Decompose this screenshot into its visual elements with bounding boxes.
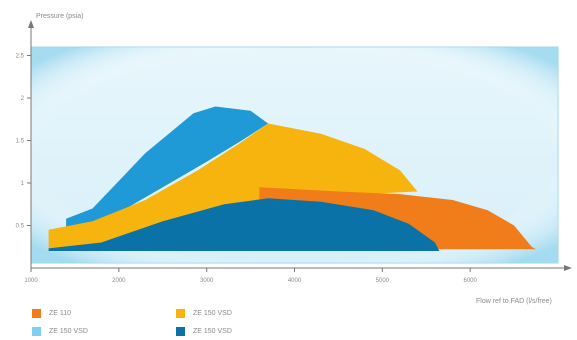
x-axis-label: Flow ref to FAD (l/s/free) bbox=[476, 298, 552, 305]
legend-label-4: ZE 150 VSD bbox=[193, 328, 232, 335]
legend-label-3: ZE 150 VSD bbox=[49, 328, 88, 335]
legend-swatch-4 bbox=[176, 327, 185, 336]
legend-swatch-2 bbox=[176, 309, 185, 318]
legend-swatch-3 bbox=[32, 327, 41, 336]
x-tick-label-6: 6000 bbox=[463, 278, 477, 284]
legend-swatch-1 bbox=[32, 309, 41, 318]
series-area-4 bbox=[48, 198, 440, 251]
legend-label-1: ZE 110 bbox=[49, 310, 72, 317]
x-tick-label-2: 2000 bbox=[112, 278, 126, 284]
chart-svg: 1000 2000 3000 4000 5000 6000 0.5 1 1.5 2 2.5 Pres… bbox=[16, 13, 572, 305]
series-area-2 bbox=[48, 123, 418, 250]
y-axis-label: Pressure (psia) bbox=[36, 13, 83, 20]
series-area-1 bbox=[66, 106, 269, 233]
x-axis-arrow bbox=[564, 265, 572, 271]
y-tick-label-2: 1 bbox=[21, 181, 25, 187]
legend: ZE 110 ZE 150 VSD ZE 150 VSD ZE 150 VSD bbox=[30, 306, 330, 340]
legend-item-4: ZE 150 VSD bbox=[176, 327, 232, 336]
x-tick-label-3: 3000 bbox=[200, 278, 214, 284]
legend-item-1: ZE 110 bbox=[32, 309, 71, 318]
x-tick-label-5: 5000 bbox=[376, 278, 390, 284]
y-tick-label-3: 1.5 bbox=[16, 139, 25, 145]
legend-item-2: ZE 150 VSD bbox=[176, 309, 232, 318]
y-tick-label-5: 2.5 bbox=[16, 54, 25, 60]
legend-label-2: ZE 150 VSD bbox=[193, 310, 232, 317]
legend-item-3: ZE 150 VSD bbox=[32, 327, 88, 336]
x-tick-label-4: 4000 bbox=[288, 278, 302, 284]
y-tick-label-1: 0.5 bbox=[16, 224, 25, 230]
y-axis-arrow bbox=[28, 20, 34, 28]
y-tick-label-4: 2 bbox=[21, 96, 25, 102]
series-layer bbox=[48, 106, 536, 251]
x-tick-label-1: 1000 bbox=[24, 278, 38, 284]
tick-layer: 1000 2000 3000 4000 5000 6000 0.5 1 1.5 2 2.5 bbox=[16, 54, 478, 285]
